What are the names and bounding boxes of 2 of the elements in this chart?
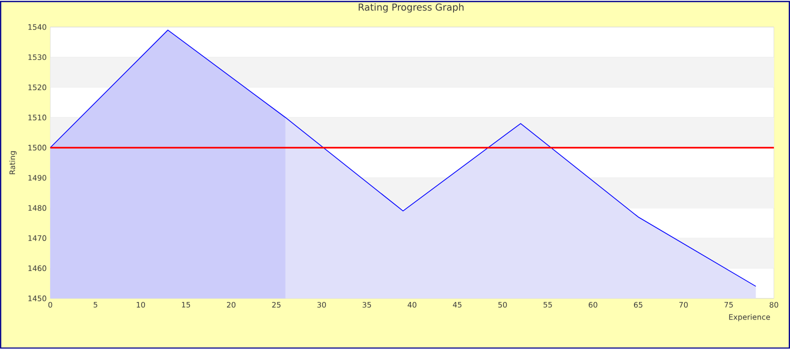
line-series: [50, 30, 756, 287]
chart-title: Rating Progress Graph: [358, 4, 464, 13]
